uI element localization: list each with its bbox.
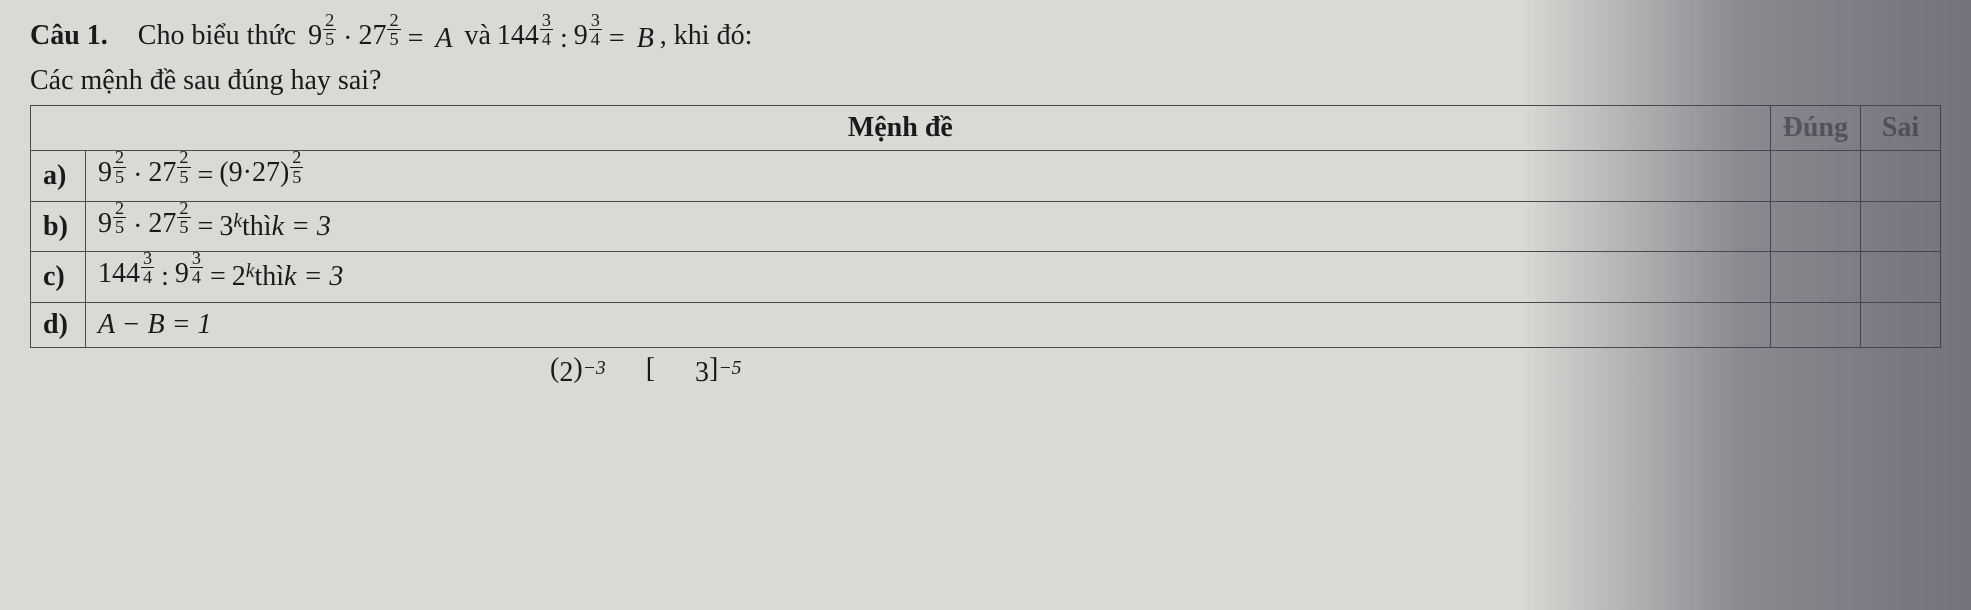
question-subtitle: Các mệnh đề sau đúng hay sai? [30,65,1941,97]
proposition-table: Mệnh đề Đúng Sai a) 9 25 · 27 25 = (9·27… [30,105,1941,347]
row-d-proposition: A − B = 1 [86,302,1771,347]
exprA-exp1: 2 5 [323,11,336,48]
partial-bottom-fragment: ( 2 )−3 [ 3 ]−5 [30,352,1941,386]
header-dung: Đúng [1770,106,1860,151]
colon-op: : [560,23,568,55]
row-d-dung-cell[interactable] [1770,302,1860,347]
exprA-exp2: 2 5 [387,11,400,48]
exprB-base2: 9 [574,20,588,52]
row-b-dung-cell[interactable] [1770,201,1860,251]
row-label: c) [31,252,86,302]
expression-b: 144 3 4 : 9 3 4 = B [497,20,660,57]
row-a-sai-cell[interactable] [1861,151,1941,201]
row-label: a) [31,151,86,201]
row-d-sai-cell[interactable] [1861,302,1941,347]
var-a: A [435,23,452,55]
row-label: d) [31,302,86,347]
equals-sign: = [609,23,625,55]
dot-op: · [343,23,352,55]
question-line: Câu 1. Cho biểu thức 9 2 5 · 27 2 5 = A … [30,20,1941,57]
table-header-row: Mệnh đề Đúng Sai [31,106,1941,151]
header-sai: Sai [1861,106,1941,151]
row-b-proposition: 9 25 · 27 25 = 3k thì k = 3 [86,201,1771,251]
table-row: b) 9 25 · 27 25 = 3k thì k = 3 [31,201,1941,251]
exprB-base1: 144 [497,20,539,52]
question-number: Câu 1. [30,20,108,52]
equals-sign: = [408,23,424,55]
row-a-proposition: 9 25 · 27 25 = (9·27) 25 [86,151,1771,201]
row-a-dung-cell[interactable] [1770,151,1860,201]
var-b: B [637,23,654,55]
exprA-base1: 9 [308,20,322,52]
row-c-dung-cell[interactable] [1770,252,1860,302]
exprB-exp1: 3 4 [540,11,553,48]
row-label: b) [31,201,86,251]
question-prefix: Cho biểu thức [138,20,296,52]
row-c-proposition: 144 34 : 9 34 = 2k thì k = 3 [86,252,1771,302]
table-row: c) 144 34 : 9 34 = 2k thì k = 3 [31,252,1941,302]
question-suffix: , khi đó: [660,20,753,52]
connector-va: và [464,20,490,52]
exprA-base2: 27 [358,20,386,52]
table-row: d) A − B = 1 [31,302,1941,347]
row-c-sai-cell[interactable] [1861,252,1941,302]
expression-a: 9 2 5 · 27 2 5 = A [308,20,458,57]
row-b-sai-cell[interactable] [1861,201,1941,251]
exprB-exp2: 3 4 [589,11,602,48]
table-row: a) 9 25 · 27 25 = (9·27) 25 [31,151,1941,201]
header-proposition: Mệnh đề [31,106,1771,151]
